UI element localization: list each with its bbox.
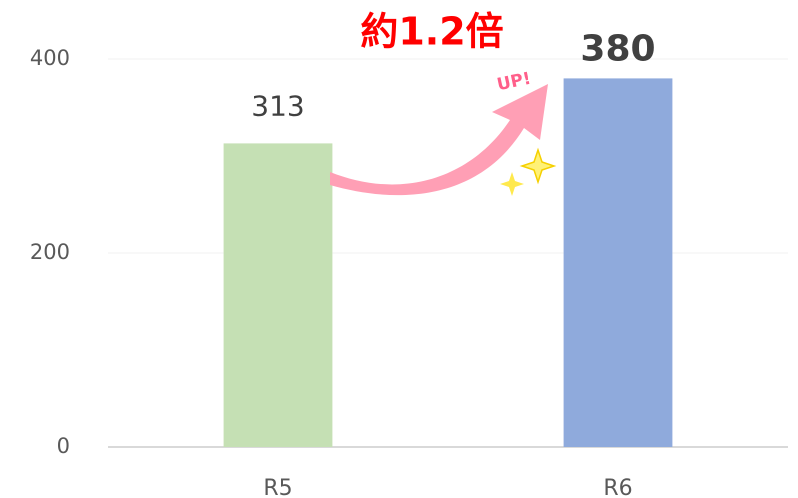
value-label: 380 <box>580 28 655 69</box>
bar <box>223 143 333 447</box>
sparkle <box>500 172 524 196</box>
up-arrow <box>330 84 548 196</box>
up-label: UP! <box>495 69 532 96</box>
bar <box>563 78 673 448</box>
y-tick-label: 400 <box>30 46 70 70</box>
sparkle <box>519 147 557 185</box>
annotation: 約1.2倍 <box>360 10 503 54</box>
value-label: 313 <box>251 89 304 122</box>
x-tick-label: R5 <box>263 476 292 498</box>
x-tick-label: R6 <box>603 476 632 498</box>
y-tick-label: 0 <box>57 434 70 458</box>
y-tick-label: 200 <box>30 240 70 264</box>
